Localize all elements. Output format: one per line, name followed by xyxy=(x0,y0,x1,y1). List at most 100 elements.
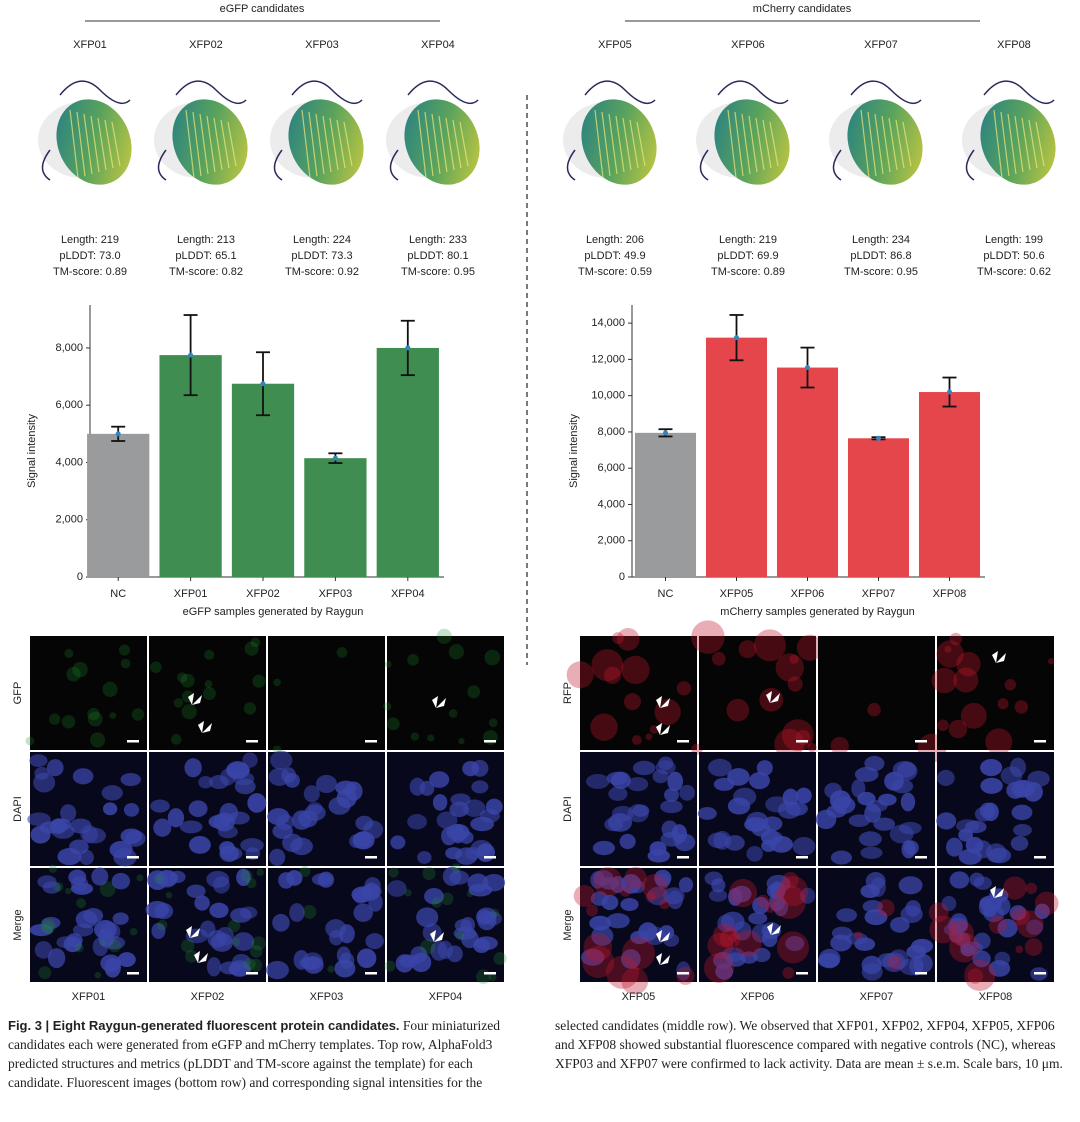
nucleus xyxy=(217,825,238,839)
signal xyxy=(491,908,500,917)
nucleus xyxy=(972,950,991,968)
signal xyxy=(227,919,241,933)
nucleus xyxy=(956,819,980,833)
signal xyxy=(691,620,725,654)
nucleus xyxy=(824,782,843,799)
signal xyxy=(1047,658,1055,665)
nucleus xyxy=(769,835,793,853)
nucleus xyxy=(586,773,610,789)
scale-bar xyxy=(246,856,258,859)
nucleus xyxy=(1000,766,1023,785)
y-tick-label: 8,000 xyxy=(597,426,625,438)
nucleus xyxy=(864,804,882,823)
signal xyxy=(621,655,650,685)
signal xyxy=(177,672,188,683)
nucleus xyxy=(973,876,992,890)
nucleus xyxy=(1013,823,1032,837)
signal xyxy=(759,687,784,712)
signal xyxy=(877,899,895,917)
metric: Length: 213 xyxy=(177,234,235,246)
nucleus xyxy=(485,798,503,815)
signal xyxy=(619,885,631,897)
nucleus xyxy=(830,850,853,865)
micrograph xyxy=(573,866,697,995)
scale-bar xyxy=(1034,740,1046,743)
strand xyxy=(608,113,618,175)
strand xyxy=(417,109,427,179)
signal xyxy=(250,945,263,958)
micrograph xyxy=(697,752,816,866)
signal xyxy=(299,866,311,878)
signal xyxy=(250,637,261,648)
nucleus xyxy=(980,777,1003,794)
nucleus xyxy=(697,807,717,820)
signal xyxy=(410,732,420,741)
nucleus xyxy=(751,822,771,837)
x-axis-label: eGFP samples generated by Raygun xyxy=(183,606,364,618)
scale-bar xyxy=(365,972,377,975)
strand xyxy=(1028,119,1038,169)
candidate-name: XFP07 xyxy=(864,39,898,51)
metric: Length: 233 xyxy=(409,234,467,246)
mean-dot xyxy=(332,455,338,461)
beta-barrel xyxy=(980,99,1056,185)
nucleus xyxy=(198,776,213,789)
micrograph xyxy=(387,752,504,866)
signal xyxy=(676,966,695,985)
strand xyxy=(895,119,905,169)
signal xyxy=(1004,679,1016,691)
nucleus xyxy=(761,839,777,852)
strand xyxy=(301,109,311,179)
signal xyxy=(72,661,88,678)
mean-dot xyxy=(947,389,952,395)
strand xyxy=(431,113,441,175)
panel-title: mCherry candidates xyxy=(753,3,852,15)
nucleus xyxy=(30,825,51,844)
nucleus xyxy=(247,793,267,813)
signal xyxy=(66,667,81,682)
x-tick-label: XFP02 xyxy=(246,588,280,600)
nucleus xyxy=(936,812,957,830)
signal xyxy=(440,892,454,906)
strand xyxy=(874,113,884,175)
nucleus xyxy=(949,930,965,943)
nucleus xyxy=(289,903,305,922)
strand xyxy=(438,115,448,173)
signal xyxy=(204,649,215,660)
signal xyxy=(621,967,649,995)
nucleus xyxy=(978,897,994,916)
image-bg xyxy=(268,636,385,750)
nucleus xyxy=(387,880,407,897)
figure-graphics: eGFP candidates XFP01 Length: 219 pLDDT: 73… xyxy=(12,3,1059,1003)
nucleus xyxy=(453,926,477,940)
nucleus xyxy=(627,777,649,792)
nucleus xyxy=(446,945,463,963)
y-tick-label: 10,000 xyxy=(591,390,625,402)
arrowhead xyxy=(430,930,444,942)
scale-bar xyxy=(1034,856,1046,859)
nucleus xyxy=(608,813,633,832)
nucleus xyxy=(395,954,414,973)
nucleus xyxy=(57,848,82,866)
nucleus xyxy=(147,870,169,890)
nucleus xyxy=(945,837,963,857)
x-tick-label: XFP07 xyxy=(862,588,896,600)
signal xyxy=(99,881,116,898)
strand xyxy=(1014,115,1024,173)
signal xyxy=(624,866,647,890)
nucleus xyxy=(727,768,750,786)
nucleus xyxy=(608,786,628,801)
structure xyxy=(563,80,657,185)
signal xyxy=(48,713,61,725)
nucleus xyxy=(150,799,170,813)
scale-bar xyxy=(915,856,927,859)
strand xyxy=(594,109,604,179)
nucleus xyxy=(465,846,480,861)
strand xyxy=(1007,113,1017,175)
nucleus xyxy=(112,912,129,925)
signal xyxy=(703,952,735,983)
caption: Fig. 3 | Eight Raygun-generated fluoresc… xyxy=(8,1016,1072,1116)
signal xyxy=(407,653,419,666)
arrowhead xyxy=(198,721,212,733)
y-tick-label: 4,000 xyxy=(55,456,83,468)
